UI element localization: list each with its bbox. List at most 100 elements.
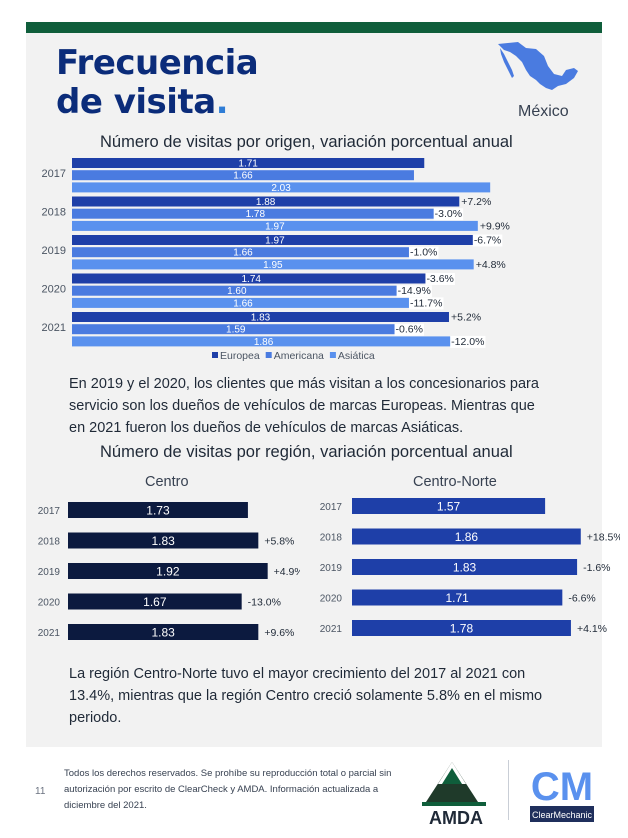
bar-asiática-2017 xyxy=(72,182,491,193)
country-label: México xyxy=(518,103,569,120)
change-label-americana-2018: -3.0% xyxy=(435,208,462,220)
change-label-bg-europea-2019 xyxy=(472,234,503,247)
centro-value-label-2017: 1.73 xyxy=(146,504,170,518)
page-title: Frecuencia de visita. xyxy=(56,43,259,122)
change-label-bg-europea-2020 xyxy=(425,273,455,285)
centro-value-label-2019: 1.92 xyxy=(156,565,180,579)
centro-bar-2018 xyxy=(68,532,259,549)
value-label-europea-2019: 1.97 xyxy=(265,236,285,247)
centro-change-label-2019: +4.9% xyxy=(274,566,300,578)
centro-norte-change-label-2018: +18.5% xyxy=(587,532,620,544)
centro-value-label-2018: 1.83 xyxy=(151,534,175,548)
change-label-asiática-2018: +9.9% xyxy=(480,220,510,232)
paragraph-region-summary: La región Centro-Norte tuvo el mayor cre… xyxy=(69,666,543,726)
change-label-bg-americana-2019 xyxy=(408,246,439,259)
legend-label-asiática: Asiática xyxy=(338,350,375,362)
bar-asiática-2019 xyxy=(72,259,474,270)
value-label-americana-2017: 1.66 xyxy=(233,171,253,182)
year-label-2017: 2017 xyxy=(42,168,66,180)
centro-norte-bar-chart: 2017 1.57 2018 1.86 +18.5% 2019 1.83 -1.6% 2020 1… xyxy=(320,498,620,636)
change-label-americana-2020: -14.9% xyxy=(398,285,431,297)
bar-americana-2018 xyxy=(72,208,439,219)
centro-bar-2020 xyxy=(68,593,242,610)
centro-value-label-2020: 1.67 xyxy=(143,595,167,609)
bar-americana-2017 xyxy=(72,170,414,181)
value-label-asiática-2018: 1.97 xyxy=(265,221,285,232)
centro-norte-value-label-2017: 1.57 xyxy=(437,500,461,514)
centro-norte-chart-title: Centro-Norte xyxy=(413,474,497,490)
centro-bar-2021 xyxy=(68,624,259,640)
centro-norte-change-label-2020: -6.6% xyxy=(568,593,595,605)
footer-copyright: Todos los derechos reservados. Se prohíb… xyxy=(64,768,392,811)
value-label-americana-2019: 1.66 xyxy=(233,248,253,259)
centro-year-label-2021: 2021 xyxy=(38,628,61,639)
value-label-europea-2017: 1.71 xyxy=(238,159,258,170)
centro-norte-bar-2017 xyxy=(352,498,546,514)
centro-norte-bar-2020 xyxy=(352,589,563,606)
change-label-asiática-2021: -12.0% xyxy=(451,336,484,348)
centro-year-label-2019: 2019 xyxy=(38,567,61,578)
centro-bar-2017 xyxy=(68,502,248,518)
title-line-2: de visita xyxy=(56,82,216,122)
year-label-2019: 2019 xyxy=(42,245,66,257)
centro-year-label-2018: 2018 xyxy=(38,537,61,548)
value-label-europea-2021: 1.83 xyxy=(251,313,271,324)
centro-chart-title: Centro xyxy=(145,474,189,490)
title-dot: . xyxy=(215,82,229,122)
bar-americana-2021 xyxy=(72,324,400,335)
amda-logo: AMDA xyxy=(422,762,486,828)
value-label-americana-2018: 1.78 xyxy=(246,209,266,220)
clearmechanic-logo: CM ClearMechanic xyxy=(530,765,594,822)
bar-europea-2017 xyxy=(72,158,425,168)
change-label-americana-2021: -0.6% xyxy=(396,324,423,336)
paragraph-origin-summary: En 2019 y el 2020, los clientes que más … xyxy=(69,376,539,436)
bar-europea-2018 xyxy=(72,196,460,207)
centro-norte-year-label-2018: 2018 xyxy=(320,533,343,544)
bar-americana-2020 xyxy=(72,285,402,296)
centro-norte-value-label-2021: 1.78 xyxy=(450,622,474,636)
value-label-americana-2020: 1.60 xyxy=(227,286,247,297)
centro-change-label-2018: +5.8% xyxy=(264,536,294,548)
amda-logo-text: AMDA xyxy=(429,808,483,828)
change-label-europea-2019: -6.7% xyxy=(474,235,501,247)
legend-swatch-europea xyxy=(212,352,218,358)
centro-norte-value-label-2019: 1.83 xyxy=(453,561,477,575)
change-label-bg-asiática-2021 xyxy=(450,335,486,348)
title-line-1: Frecuencia xyxy=(56,43,259,83)
year-label-2018: 2018 xyxy=(42,207,66,219)
change-label-asiática-2020: -11.7% xyxy=(410,297,443,309)
centro-norte-year-label-2019: 2019 xyxy=(320,563,343,574)
centro-norte-bar-2019 xyxy=(352,559,578,575)
top-accent-bar xyxy=(26,22,602,33)
page-number: 11 xyxy=(35,786,46,797)
change-label-europea-2021: +5.2% xyxy=(451,312,481,324)
change-label-bg-americana-2021 xyxy=(394,323,424,336)
centro-bar-chart: 2017 1.73 2018 1.83 +5.8% 2019 1.92 +4.9% 2020 1.… xyxy=(38,502,300,640)
centro-change-label-2021: +9.6% xyxy=(264,627,294,639)
centro-norte-value-label-2018: 1.86 xyxy=(455,530,479,544)
bar-europea-2019 xyxy=(72,235,478,245)
centro-change-label-2020: -13.0% xyxy=(248,597,281,609)
change-label-europea-2020: -3.6% xyxy=(426,273,453,285)
legend-swatch-asiática xyxy=(329,352,336,358)
bar-asiática-2018 xyxy=(72,220,478,231)
legend-label-europea: Europea xyxy=(220,350,260,362)
centro-year-label-2017: 2017 xyxy=(38,506,61,517)
year-label-2021: 2021 xyxy=(42,322,66,334)
change-label-americana-2019: -1.0% xyxy=(410,247,437,259)
centro-norte-year-label-2017: 2017 xyxy=(320,502,343,513)
bar-europea-2020 xyxy=(72,273,431,284)
centro-norte-value-label-2020: 1.71 xyxy=(445,591,469,605)
value-label-americana-2021: 1.59 xyxy=(226,325,246,336)
chart2-section-title: Número de visitas por región, variación … xyxy=(100,443,513,461)
value-label-asiática-2019: 1.95 xyxy=(263,260,283,271)
centro-norte-year-label-2021: 2021 xyxy=(320,624,343,635)
change-label-bg-americana-2020 xyxy=(396,285,432,298)
mexico-map-icon xyxy=(498,42,578,90)
value-label-asiática-2017: 2.03 xyxy=(271,183,291,194)
bar-americana-2019 xyxy=(72,247,414,258)
change-label-europea-2018: +7.2% xyxy=(461,196,491,208)
centro-bar-2019 xyxy=(68,563,268,579)
chart1-title: Número de visitas por origen, variación … xyxy=(100,133,513,151)
